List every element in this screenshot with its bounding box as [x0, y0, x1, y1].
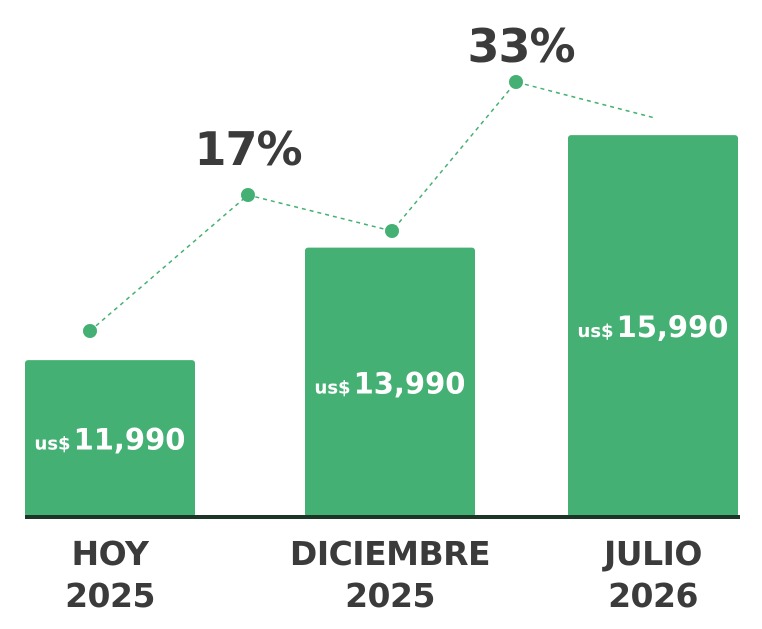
- x-tick-label: DICIEMBRE 2025: [290, 534, 490, 615]
- x-tick-label: HOY 2025: [65, 534, 155, 615]
- value-prefix: us$: [315, 377, 351, 398]
- value-label: us$ 11,990: [35, 423, 186, 457]
- value-label: us$ 13,990: [315, 366, 466, 400]
- value-text: 15,990: [617, 310, 729, 344]
- annotation: 17%: [194, 122, 301, 176]
- trend-dot: [83, 324, 97, 338]
- trend-dot: [241, 188, 255, 202]
- value-text: 13,990: [354, 366, 466, 400]
- x-tick-label: JULIO 2026: [602, 534, 702, 615]
- bar: [305, 247, 475, 517]
- trend-dot: [385, 224, 399, 238]
- value-prefix: us$: [35, 434, 71, 455]
- value-label: us$ 15,990: [578, 310, 729, 344]
- annotation: 33%: [467, 19, 574, 73]
- trend-line: [89, 81, 656, 332]
- value-prefix: us$: [578, 321, 614, 342]
- trend-dot: [509, 75, 523, 89]
- value-text: 11,990: [74, 423, 186, 457]
- bar: [25, 360, 195, 517]
- bar: [568, 135, 738, 517]
